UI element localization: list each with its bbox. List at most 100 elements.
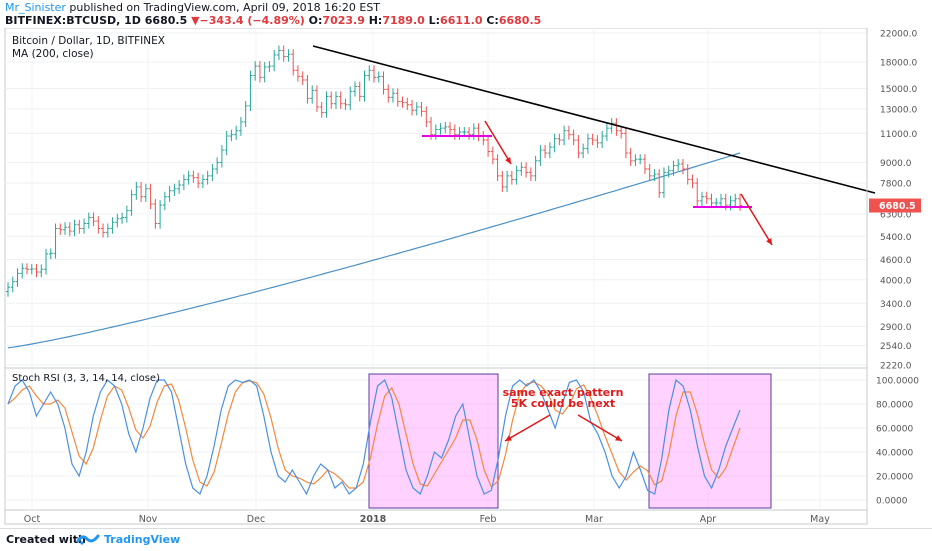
candle [181,174,186,191]
arrow-head [766,238,772,245]
candle [372,65,376,83]
time-tick-label: Feb [480,514,497,525]
candle [53,223,58,259]
chart-header: Mr_Sinister published on TradingView.com… [0,0,932,28]
candle [110,217,115,234]
candle [438,123,443,135]
candle [505,170,510,193]
candle [257,61,262,83]
footer-bar: Created with TradingView [0,528,932,551]
candle [267,61,272,73]
candle [234,125,239,140]
candle [172,183,177,196]
candle [671,160,676,176]
candle [67,222,72,237]
candle [509,170,514,185]
candle [148,183,153,210]
candle [695,178,700,207]
candle [514,165,519,185]
price-tick-label: 6300.0 [880,211,912,221]
candle [552,133,557,153]
rsi-tick-label: 20.0000 [876,473,913,483]
candle [39,264,44,278]
price-panel [6,45,876,349]
arrow-shaft [484,120,512,165]
tradingview-brand[interactable]: TradingView [104,533,181,546]
candle [467,127,472,140]
candle [44,249,49,275]
candle [72,219,77,237]
time-tick-label: May [810,514,830,525]
candle [576,135,581,159]
chart-canvas[interactable]: 2220.0 2540.0 2900.0 3400.0 4000.0 4600.0 5400… [0,28,932,528]
candle [348,86,353,110]
candle [623,128,628,159]
candle [595,135,600,149]
price-tick-label: 2540.0 [880,342,912,352]
ma-label: MA (200, close) [12,48,94,60]
candle [20,263,25,279]
candle [528,167,533,182]
low-value: 6611.0 [440,14,483,27]
candle [538,145,543,166]
candle [585,133,590,154]
candle [362,70,367,102]
candle [704,191,709,204]
close-value: 6680.5 [498,14,542,27]
time-tick-label: Oct [24,514,41,525]
candle [243,100,248,128]
candle [424,106,429,128]
candle [457,127,462,140]
candle [295,65,300,82]
pattern-box-1 [368,373,499,509]
price-tick-label: 11000.0 [880,130,917,140]
candle [91,212,96,227]
candle [210,163,215,182]
candle [652,169,657,182]
candle [604,123,609,142]
candle [614,118,619,136]
candle [495,154,500,182]
candle [196,172,201,189]
arrow-feb-drop [484,120,512,165]
price-tick-label: 7800.0 [880,180,912,190]
price-tick-label: 4000.0 [880,276,912,286]
candle [386,84,391,103]
change-label: ▼−343.4 (−4.89%) [191,14,305,27]
candle [158,200,163,229]
author-link[interactable]: Mr_Sinister [5,1,66,14]
candle [633,154,638,166]
price-tick-label: 5400.0 [880,233,912,243]
candle [310,85,315,104]
candle [490,146,495,165]
candle [177,179,182,194]
candle [676,159,681,171]
candle [77,219,82,234]
candle [63,222,68,235]
candle [443,121,448,134]
candle [86,212,91,229]
annot-arrow-right [577,414,623,442]
candle [286,49,291,62]
candle [638,154,643,165]
candle [419,101,424,117]
publish-line: Mr_Sinister published on TradingView.com… [5,1,380,14]
candle [205,170,210,185]
candle [376,71,381,83]
candle [167,185,172,202]
last-price-tag [869,198,921,213]
candle [381,71,386,95]
rsi-tick-label: 100.0000 [876,377,919,387]
annotation-line-2: 5K could be next [511,397,615,410]
candle [647,163,652,182]
downtrend-line [312,45,876,194]
candle [500,170,505,193]
candle [352,81,357,97]
candle [557,133,562,146]
open-value: 7023.9 [322,14,365,27]
price-tick-label: 4600.0 [880,256,912,266]
candle [566,125,571,140]
last-price-tag-text: 6680.5 [879,201,916,212]
candle [657,169,662,198]
candle [367,65,372,81]
